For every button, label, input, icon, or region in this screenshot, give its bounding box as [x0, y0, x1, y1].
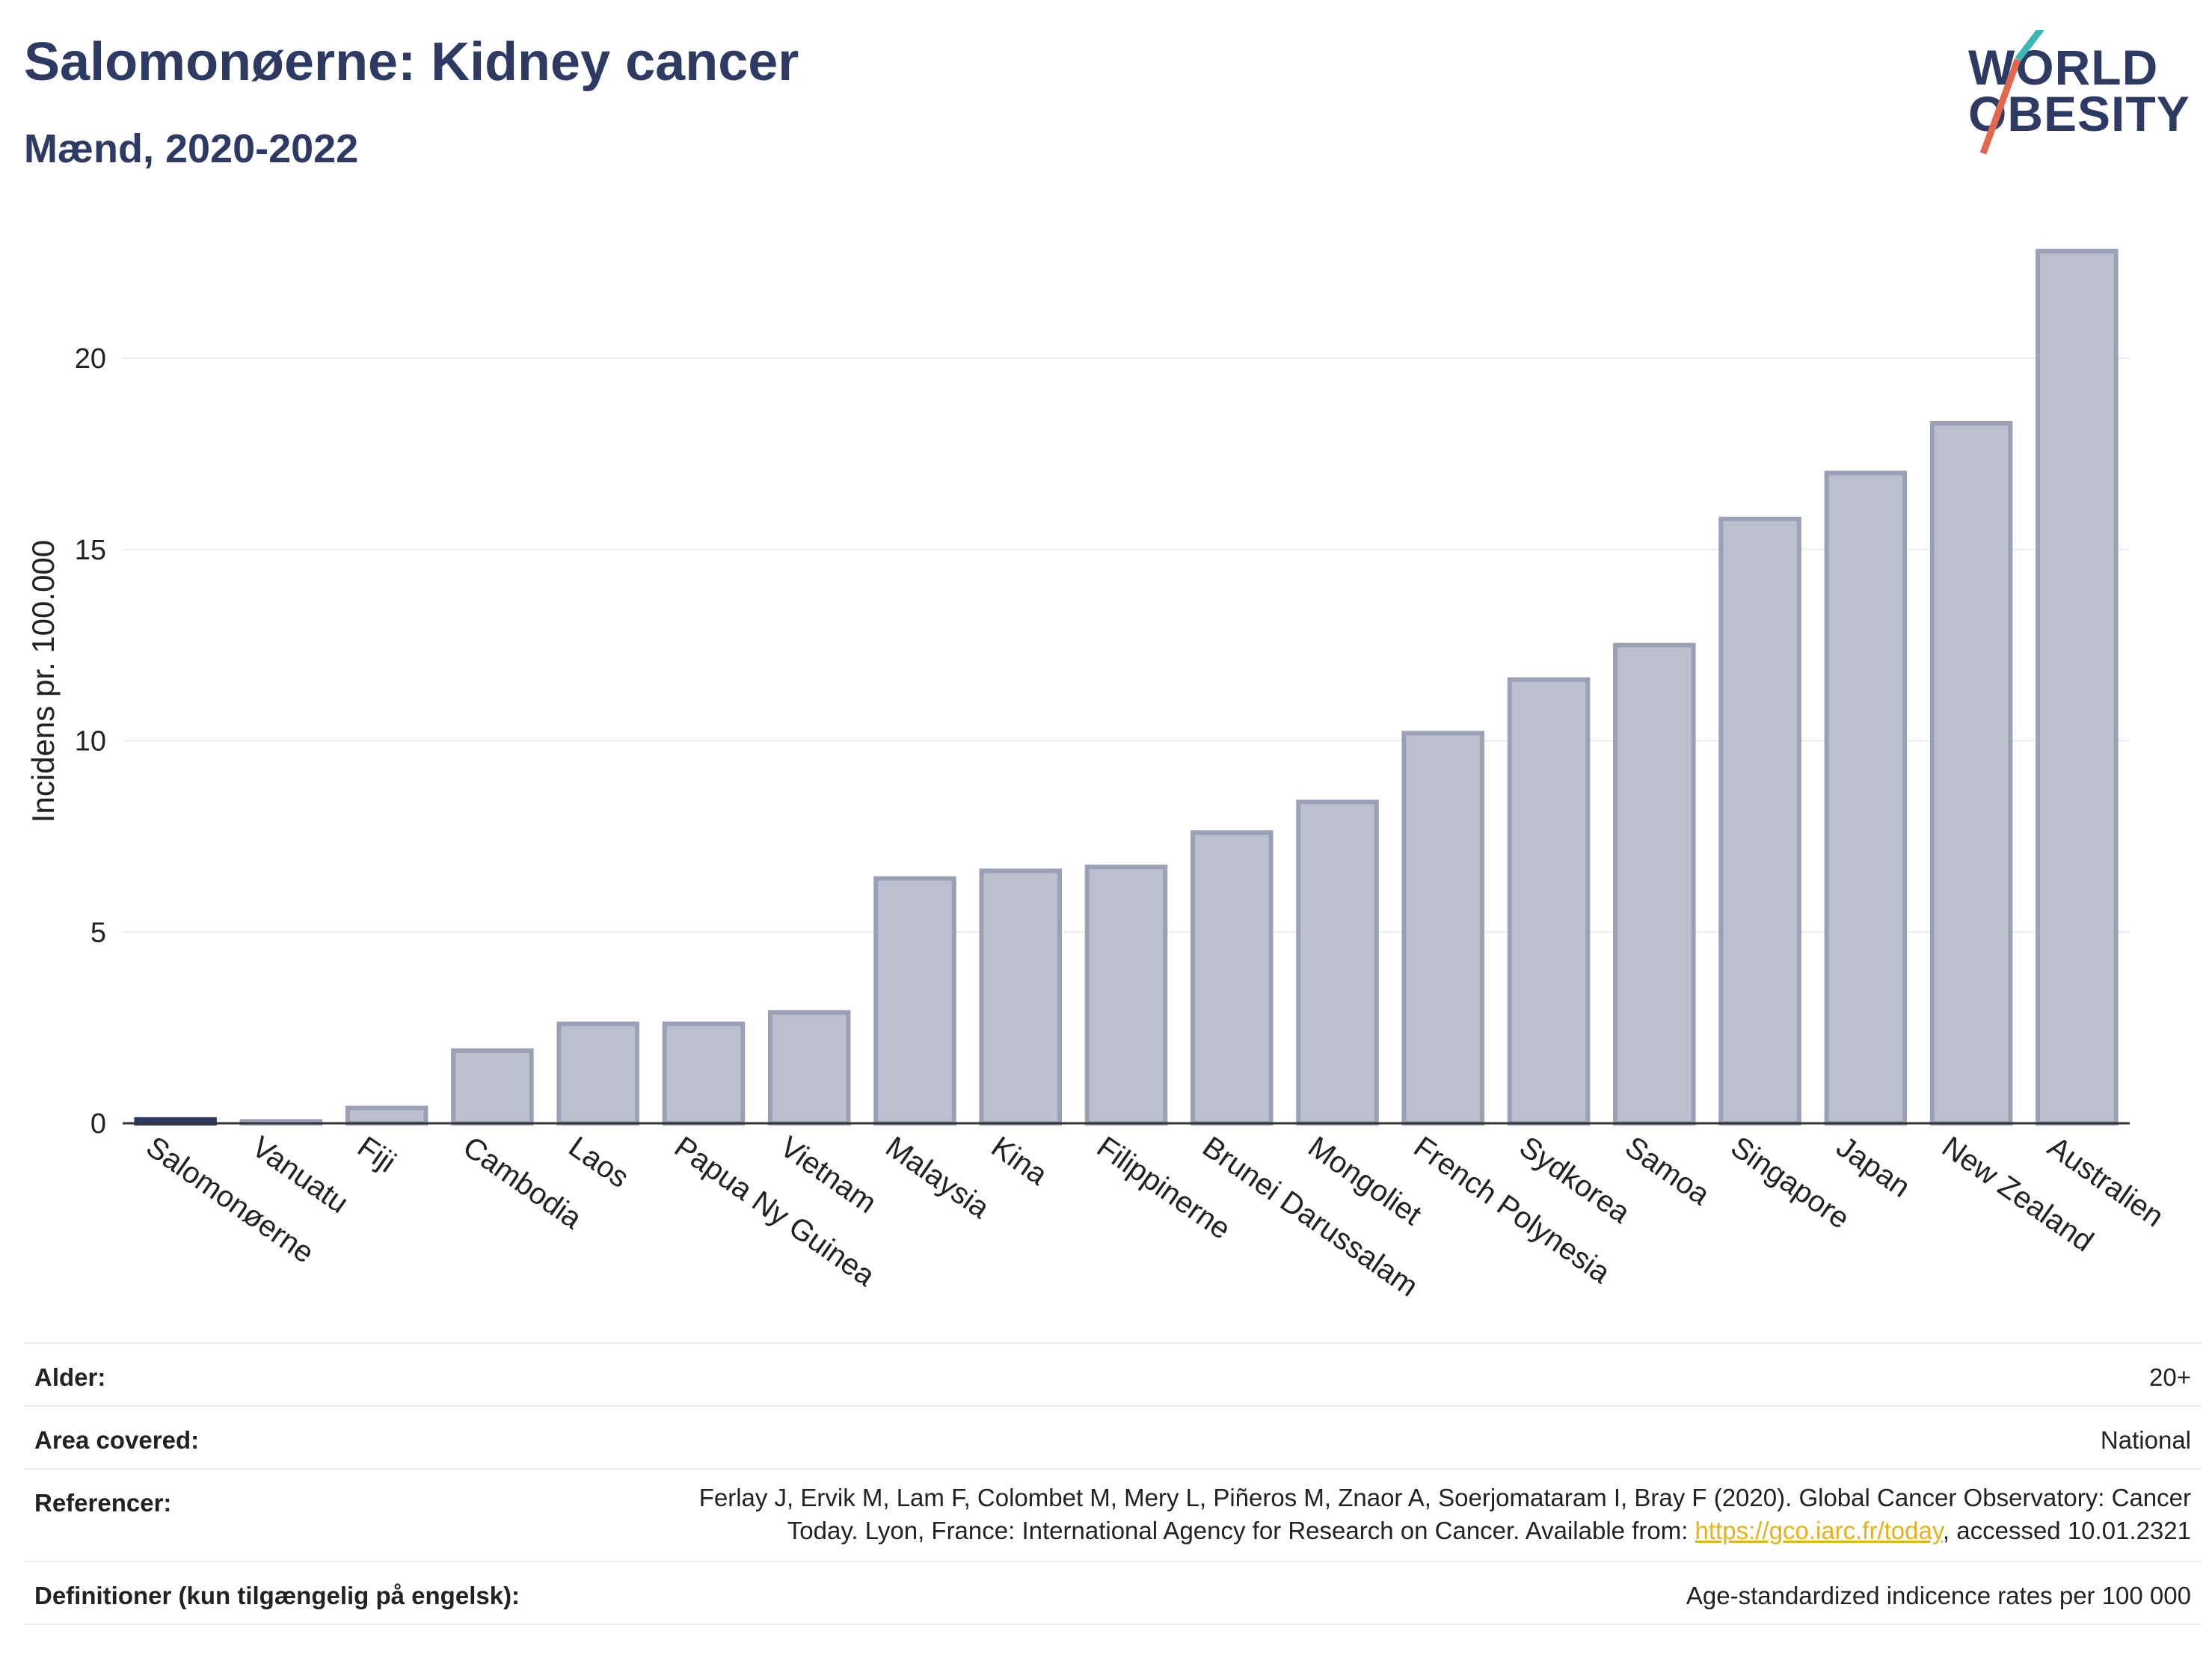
world-obesity-logo: WORLD OBESITY: [1959, 30, 2199, 157]
x-tick-label: Laos: [563, 1130, 635, 1194]
y-tick-label: 0: [90, 1108, 106, 1140]
chart-subtitle: Mænd, 2020-2022: [24, 126, 359, 171]
bar-australien: [2036, 248, 2119, 1126]
y-axis-label: Incidens pr. 100.000: [25, 540, 61, 823]
bar-samoa: [1613, 642, 1696, 1126]
y-tick-label: 20: [75, 343, 106, 375]
bar-new-zealand: [1929, 420, 2013, 1126]
meta-row-references: Referencer: Ferlay J, Ervik M, Lam F, Co…: [24, 1468, 2202, 1561]
bar-singapore: [1718, 516, 1801, 1126]
x-tick-label: Cambodia: [457, 1130, 588, 1235]
reference-line2-post: , accessed 10.01.2321: [1942, 1517, 2191, 1544]
reference-link[interactable]: https://gco.iarc.fr/today: [1695, 1517, 1943, 1544]
x-tick-label: Papua Ny Guinea: [669, 1130, 882, 1293]
bar-kina: [979, 868, 1063, 1126]
meta-value: Ferlay J, Ervik M, Lam F, Colombet M, Me…: [699, 1470, 2191, 1561]
meta-row-age: Alder: 20+: [24, 1342, 2202, 1405]
y-tick-label: 5: [90, 917, 106, 948]
meta-label: Referencer:: [34, 1489, 172, 1517]
meta-label: Definitioner (kun tilgængelig på engelsk…: [34, 1582, 520, 1609]
meta-row-definitions: Definitioner (kun tilgængelig på engelsk…: [24, 1561, 2202, 1625]
x-tick-label: Malaysia: [879, 1130, 995, 1225]
bar-papua-ny-guinea: [662, 1022, 746, 1126]
bar-laos: [556, 1022, 639, 1126]
meta-value: Age-standardized indicence rates per 100…: [1686, 1582, 2191, 1609]
bar-malaysia: [873, 876, 956, 1126]
bar-mongoliet: [1296, 799, 1379, 1126]
bar-sydkorea: [1507, 677, 1591, 1126]
x-tick-label: Fiji: [351, 1130, 402, 1179]
meta-row-area: Area covered: National: [24, 1405, 2202, 1468]
metadata-table: Alder: 20+ Area covered: National Refere…: [24, 1342, 2202, 1625]
meta-value: National: [2100, 1426, 2191, 1454]
bar-vietnam: [767, 1010, 851, 1126]
reference-line1: Ferlay J, Ervik M, Lam F, Colombet M, Me…: [698, 1484, 2191, 1511]
reference-line2-pre: Today. Lyon, France: International Agenc…: [787, 1517, 1695, 1544]
bar-cambodia: [451, 1048, 534, 1126]
bar-japan: [1824, 470, 1908, 1126]
bar-fiji: [345, 1105, 428, 1126]
meta-label: Alder:: [34, 1363, 106, 1391]
bar-french-polynesia: [1401, 731, 1485, 1126]
x-tick-label: Samoa: [1619, 1130, 1716, 1212]
logo-slash-icon: [1979, 30, 2044, 155]
chart-title: Salomonøerne: Kidney cancer: [24, 32, 799, 92]
x-tick-label: Singapore: [1724, 1130, 1855, 1235]
y-tick-label: 10: [75, 726, 106, 758]
bar-brunei-darussalam: [1190, 830, 1274, 1126]
logo-line1: WORLD: [1968, 40, 2159, 95]
x-tick-label: Japan: [1831, 1130, 1917, 1204]
meta-label: Area covered:: [34, 1426, 200, 1454]
y-tick-label: 15: [75, 535, 106, 566]
x-tick-label: Kina: [986, 1130, 1054, 1191]
x-tick-label: French Polynesia: [1408, 1130, 1617, 1290]
meta-value: 20+: [2149, 1363, 2191, 1391]
bar-filippinerne: [1084, 865, 1168, 1126]
